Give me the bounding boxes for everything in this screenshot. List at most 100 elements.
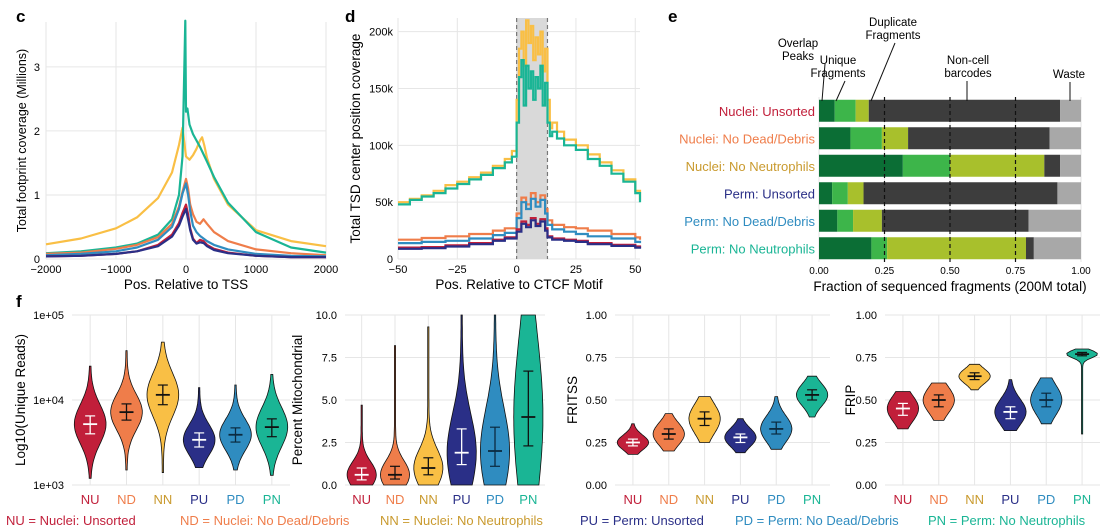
panel-f1-chart: NU ND NN PU PD PN 1e+03 1e+04 1e+05 Log10(Unique … [13, 310, 290, 507]
category-label: Perm: Unsorted [724, 186, 815, 201]
bar-segment [1057, 182, 1081, 205]
y-tick-label: 200k [369, 27, 393, 39]
panel-f3-chart: NU ND NN PU PD PN 0.00 0.25 0.50 0.75 1.00 FRITSS [565, 310, 830, 507]
legend-nd: ND = Nuclei: No Dead/Debris [180, 513, 350, 528]
segment-annotation: Non-cell [947, 55, 989, 67]
bar-segment [855, 99, 869, 122]
category-label: PD [1037, 492, 1055, 507]
legend-pn: PN = Perm: No Neutrophils [928, 513, 1086, 528]
panel-e-chart: Nuclei: Unsorted Nuclei: No Dead/Debris Nu… [679, 17, 1091, 294]
category-label: Perm: No Dead/Debris [684, 214, 815, 229]
bar-segment [819, 154, 903, 177]
y-tick-label: 0.25 [586, 438, 607, 450]
y-tick-label: 1e+05 [33, 310, 64, 322]
y-tick-label: 10.0 [316, 310, 337, 322]
segment-annotation: Unique [820, 55, 856, 67]
panel-label-c: c [16, 7, 25, 26]
x-tick-label: 25 [570, 264, 582, 276]
bar-segment [881, 209, 1029, 232]
y-axis-label: FRIP [843, 385, 858, 416]
bar-segment [837, 209, 854, 232]
series-line [398, 197, 642, 245]
category-label: PN [519, 492, 537, 507]
category-label: PU [731, 492, 749, 507]
series-line [398, 219, 642, 250]
x-tick-label: −50 [389, 264, 408, 276]
category-label: PU [453, 492, 471, 507]
y-tick-label: 0.0 [322, 480, 337, 492]
category-label: NN [419, 492, 438, 507]
x-axis-label: Pos. Relative to CTCF Motif [435, 277, 603, 292]
bar-segment [863, 182, 1058, 205]
y-tick-label: 1.00 [856, 310, 877, 322]
category-label: NU [81, 492, 100, 507]
y-tick-label: 7.5 [322, 353, 337, 365]
y-tick-label: 0.50 [586, 395, 607, 407]
category-label: PN [803, 492, 821, 507]
y-tick-label: 100k [369, 140, 393, 152]
category-label: Nuclei: Unsorted [719, 104, 815, 119]
bar-segment [1044, 154, 1061, 177]
y-axis-label: Total TSD center position coverage [348, 34, 363, 244]
category-label: PU [190, 492, 208, 507]
bar-segment [1060, 99, 1081, 122]
y-tick-label: 5.0 [322, 395, 337, 407]
bar-segment [887, 237, 1026, 260]
bar-segment [834, 99, 856, 122]
y-tick-label: 1e+04 [33, 395, 64, 407]
y-tick-label: 1e+03 [33, 480, 64, 492]
category-label: ND [929, 492, 948, 507]
y-tick-label: 0.75 [856, 353, 877, 365]
category-label: NU [894, 492, 913, 507]
panel-f4-chart: NU ND NN PU PD PN 0.00 0.25 0.50 0.75 1.00 FRIP [843, 310, 1100, 507]
y-tick-label: 3 [34, 62, 40, 74]
x-tick-label: 0.00 [809, 266, 829, 277]
y-axis-label: Percent Mitochondrial [290, 335, 305, 466]
category-label: PU [1001, 492, 1019, 507]
category-label: Nuclei: No Neutrophils [686, 159, 816, 174]
panel-label-e: e [668, 7, 677, 26]
bar-segment [832, 182, 848, 205]
y-tick-label: 0.50 [856, 395, 877, 407]
bar-segment [1028, 209, 1081, 232]
series-line [45, 207, 326, 259]
bar-segment [1049, 127, 1081, 150]
segment-annotation: Fragments [811, 68, 866, 80]
x-tick-label: −1000 [101, 264, 132, 276]
x-tick-label: 50 [629, 264, 641, 276]
bar-segment [847, 182, 864, 205]
x-tick-label: 0 [514, 264, 520, 276]
bar-segment [868, 99, 1061, 122]
series-line [45, 19, 327, 255]
segment-annotation: Fragments [866, 30, 921, 42]
category-label: NU [624, 492, 643, 507]
bar-segment [908, 127, 1050, 150]
category-label: NU [352, 492, 371, 507]
y-tick-label: 2 [34, 126, 40, 138]
y-tick-label: 1 [34, 190, 40, 202]
category-label: ND [386, 492, 405, 507]
segment-annotation: barcodes [944, 68, 992, 80]
legend-nu: NU = Nuclei: Unsorted [6, 513, 136, 528]
abbreviation-legend: NU = Nuclei: Unsorted ND = Nuclei: No De… [0, 511, 1106, 531]
series-line [398, 59, 642, 206]
segment-annotation: Waste [1053, 69, 1085, 81]
violin-shape [446, 314, 477, 486]
y-tick-label: 1.00 [586, 310, 607, 322]
category-label: PN [1073, 492, 1091, 507]
x-axis-label: Pos. Relative to TSS [124, 277, 248, 292]
panel-f2-chart: NU ND NN PU PD PN 0.0 2.5 5.0 7.5 10.0 Percent Mito… [290, 310, 545, 507]
violin-shape [346, 404, 377, 486]
category-label: PN [263, 492, 281, 507]
category-label: NN [695, 492, 714, 507]
y-tick-label: 0 [387, 254, 393, 266]
bar-segment [819, 127, 851, 150]
bar-segment [853, 209, 882, 232]
y-tick-label: 0.00 [856, 480, 877, 492]
panel-label-d: d [345, 7, 355, 26]
category-label: PD [486, 492, 504, 507]
y-axis-label: FRITSS [565, 376, 580, 424]
y-tick-label: 150k [369, 83, 393, 95]
y-axis-label: Total footprint coverage (Millions) [15, 49, 29, 232]
